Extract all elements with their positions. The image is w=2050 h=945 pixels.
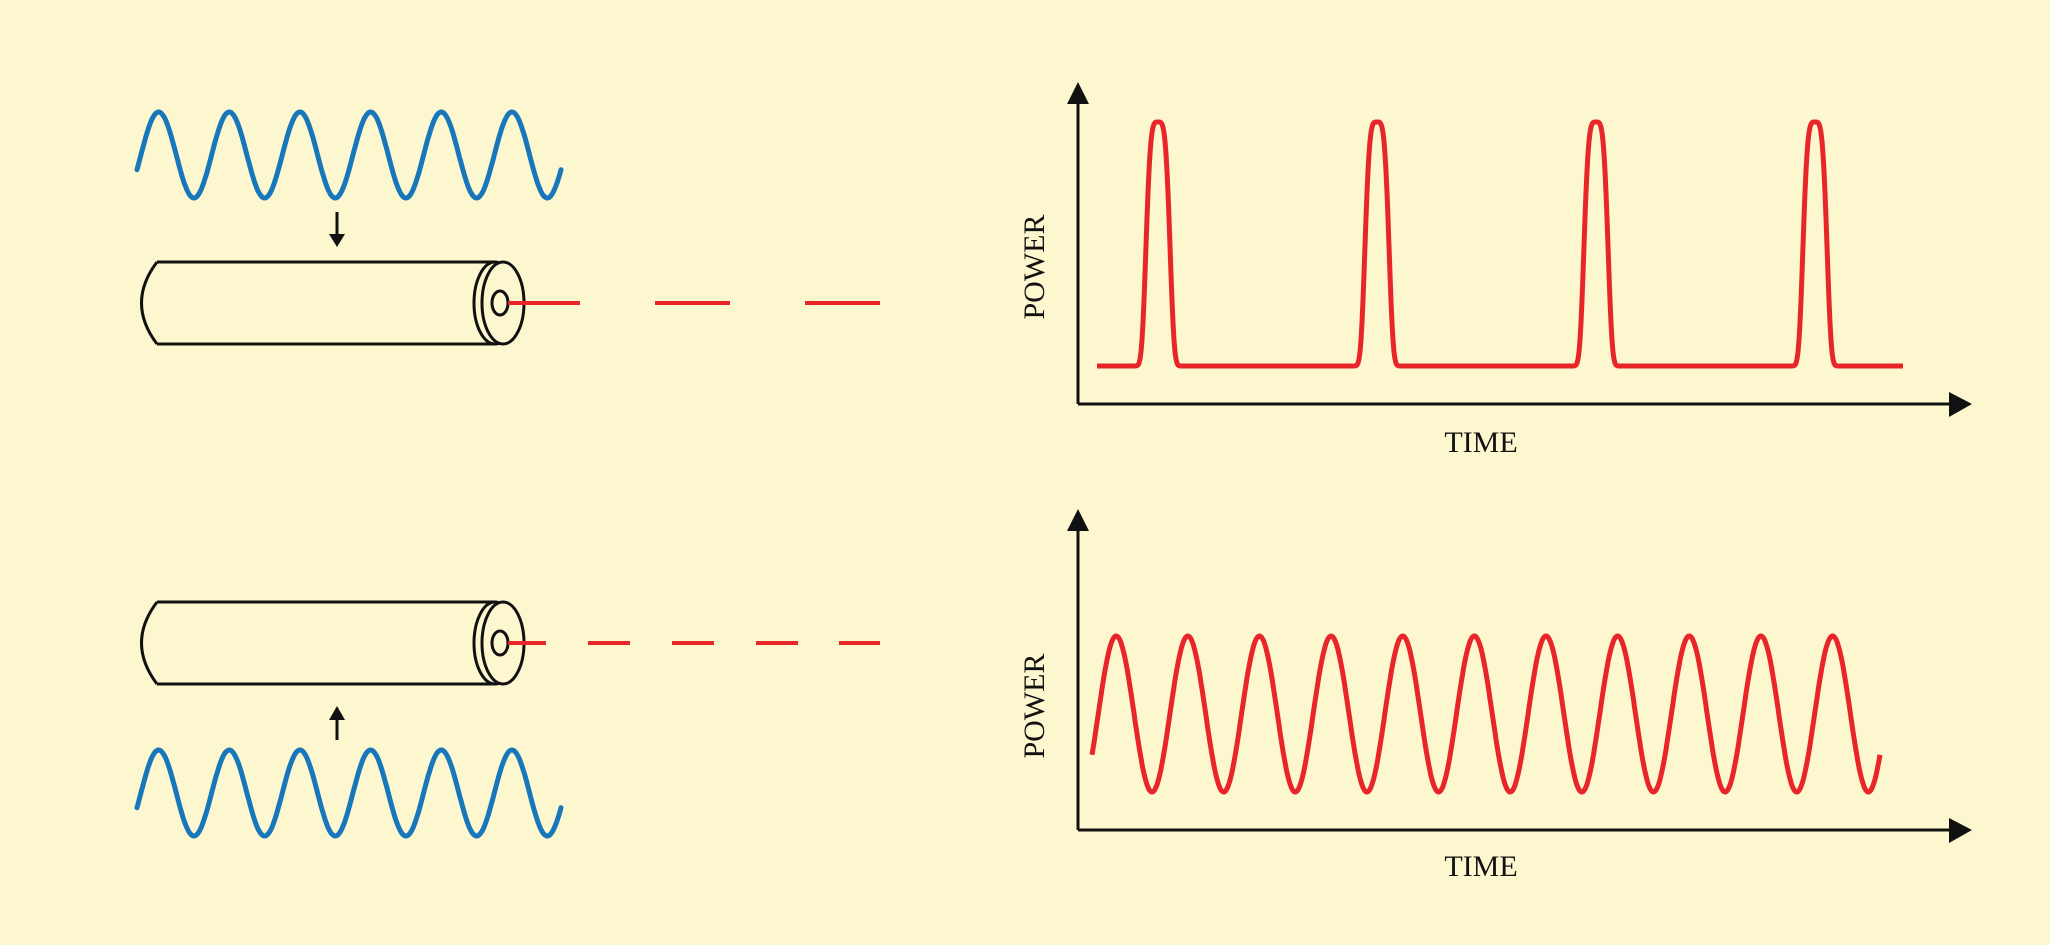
top-y-axis-label: POWER bbox=[1018, 215, 1051, 320]
top-x-axis-label: TIME bbox=[1444, 426, 1517, 459]
top-pump-arrow bbox=[329, 212, 345, 247]
bottom-panel: POWER TIME bbox=[134, 509, 1972, 883]
bottom-laser-rod bbox=[140, 600, 526, 686]
top-laser-rod bbox=[140, 260, 526, 346]
bottom-plot: POWER TIME bbox=[1018, 509, 1972, 883]
top-plot: POWER TIME bbox=[1018, 82, 1972, 459]
bottom-pump-wave bbox=[134, 747, 564, 839]
top-panel: POWER TIME bbox=[134, 82, 1972, 459]
top-pump-wave bbox=[134, 109, 564, 201]
bottom-x-axis bbox=[1078, 818, 1972, 843]
bottom-sinusoid bbox=[1089, 633, 1883, 795]
bottom-y-axis-label: POWER bbox=[1018, 654, 1051, 759]
top-y-axis bbox=[1067, 82, 1089, 404]
bottom-y-axis bbox=[1067, 509, 1089, 830]
bottom-pump-arrow bbox=[329, 706, 345, 740]
bottom-x-axis-label: TIME bbox=[1444, 850, 1517, 883]
top-pulse-train bbox=[1095, 119, 1905, 369]
top-x-axis bbox=[1078, 392, 1972, 417]
